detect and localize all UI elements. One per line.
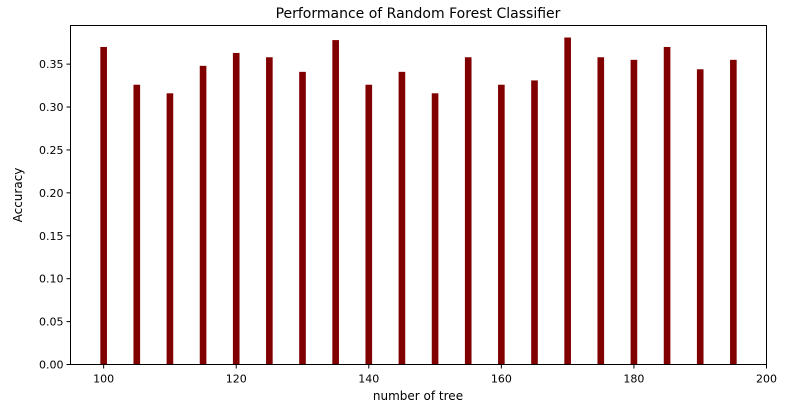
bars-group — [100, 37, 737, 365]
bar-145 — [398, 71, 406, 365]
x-axis-label: number of tree — [373, 389, 463, 403]
x-tick-label: 100 — [93, 373, 114, 386]
x-axis-ticks: 100 120 140 160 180 200 — [93, 364, 777, 386]
bar-115 — [199, 65, 207, 365]
y-axis-label: Accuracy — [11, 168, 25, 223]
bar-195 — [730, 59, 737, 365]
bar-105 — [133, 84, 141, 365]
bar-160 — [498, 84, 505, 365]
bar-180 — [630, 59, 638, 365]
y-tick-label: 0.15 — [39, 230, 64, 243]
bar-125 — [266, 57, 273, 365]
bar-165 — [531, 80, 538, 365]
bar-175 — [597, 57, 605, 365]
x-tick-label: 120 — [226, 373, 247, 386]
plot-frame — [70, 25, 767, 365]
x-tick-label: 180 — [623, 373, 644, 386]
bar-135 — [332, 40, 339, 365]
bar-130 — [299, 71, 306, 365]
chart-title: Performance of Random Forest Classifier — [276, 6, 561, 22]
bar-155 — [464, 57, 472, 365]
x-tick-label: 160 — [491, 373, 512, 386]
bar-120 — [232, 52, 240, 365]
y-tick-label: 0.10 — [39, 273, 64, 286]
bar-100 — [100, 46, 107, 365]
y-tick-label: 0.00 — [39, 359, 64, 372]
y-tick-label: 0.35 — [39, 58, 64, 71]
bar-150 — [431, 93, 439, 365]
x-tick-label: 200 — [756, 373, 777, 386]
y-tick-label: 0.30 — [39, 101, 64, 114]
y-tick-label: 0.05 — [39, 316, 64, 329]
bar-190 — [696, 69, 704, 365]
bar-110 — [166, 93, 174, 365]
y-tick-label: 0.20 — [39, 187, 64, 200]
y-tick-label: 0.25 — [39, 144, 64, 157]
y-axis-ticks: 0.00 0.05 0.10 0.15 0.20 0.25 0.30 0.35 — [39, 58, 71, 372]
bar-140 — [365, 84, 373, 365]
bar-170 — [564, 37, 571, 365]
x-tick-label: 140 — [358, 373, 379, 386]
bar-185 — [663, 46, 671, 365]
